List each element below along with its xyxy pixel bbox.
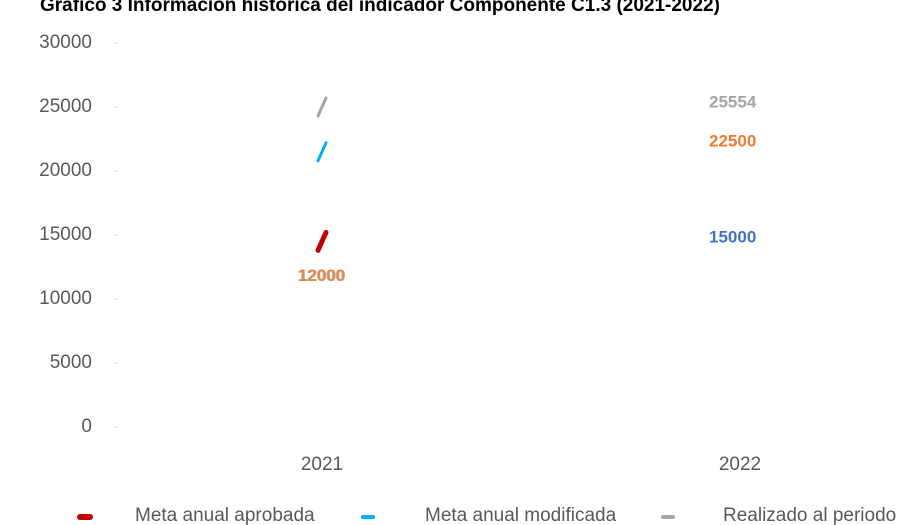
y-tick-label: 25000 [39, 96, 92, 117]
x-tick-label: 2021 [301, 454, 343, 475]
y-tick-label: 30000 [39, 32, 92, 53]
y-tick-label: 5000 [50, 352, 92, 373]
data-label: 12000 [297, 266, 344, 285]
data-label: 22500 [709, 131, 756, 150]
data-label: 15000 [709, 227, 756, 246]
data-label: 25554 [709, 92, 757, 111]
legend-label: Realizado al periodo [723, 505, 896, 525]
y-tick-label: 15000 [39, 224, 92, 245]
y-tick-label: 20000 [39, 160, 92, 181]
legend-label: Meta anual aprobada [135, 505, 315, 525]
chart-title: Gráfico 3 Información histórica del indi… [40, 0, 720, 16]
series-marker [316, 96, 328, 118]
legend-label: Meta anual modificada [425, 505, 617, 525]
data-label: 12000 [298, 266, 345, 285]
y-tick-label: 0 [81, 416, 92, 437]
series-marker [316, 141, 328, 163]
y-tick-label: 10000 [39, 288, 92, 309]
x-tick-label: 2022 [719, 454, 761, 475]
series-marker [315, 229, 329, 253]
